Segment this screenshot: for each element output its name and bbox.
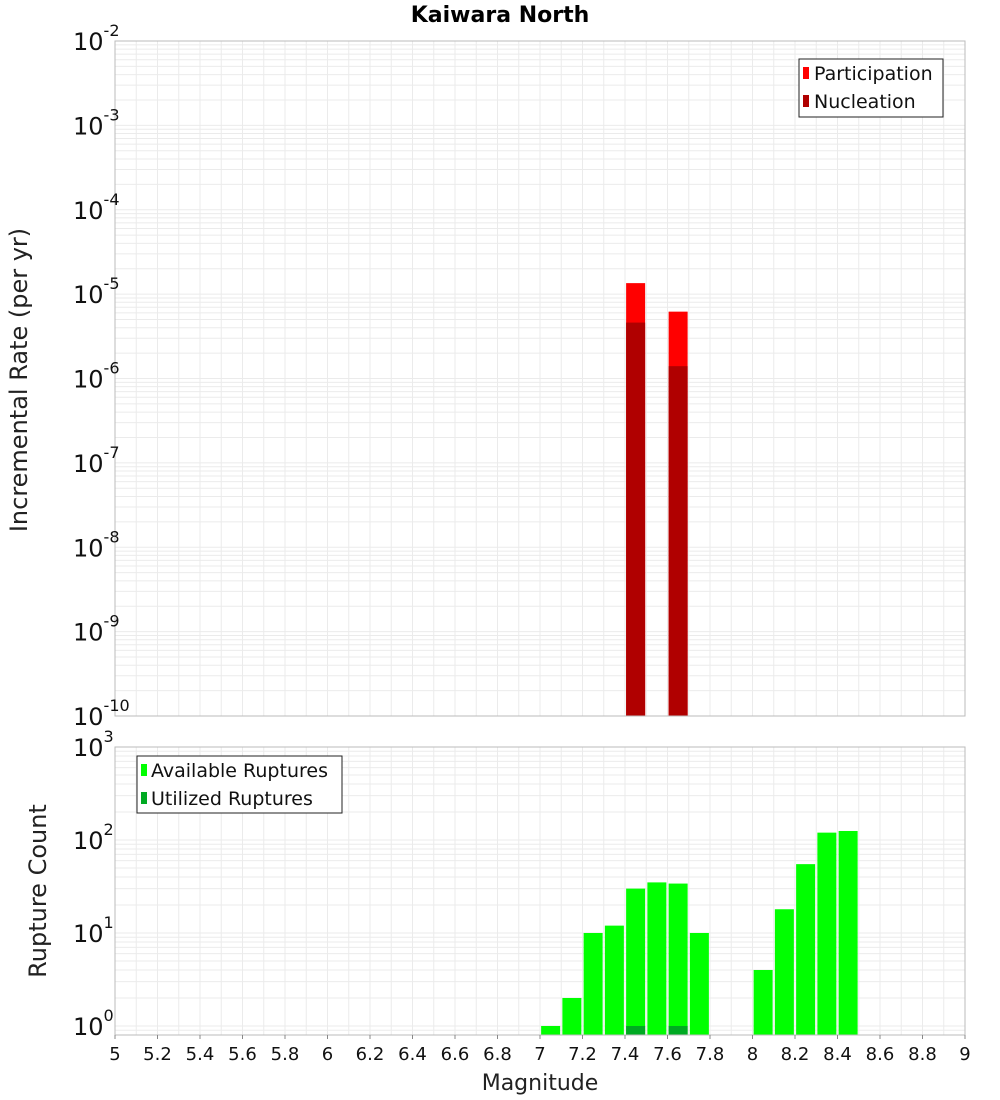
bottom-bar-available-ruptures — [838, 830, 858, 1035]
x-tick-label: 6.6 — [441, 1044, 470, 1065]
legend-label-available: Available Ruptures — [151, 760, 328, 782]
x-tick-label: 5.6 — [228, 1044, 257, 1065]
bottom-bar-available-ruptures — [668, 883, 688, 1035]
top-legend-box — [798, 58, 944, 118]
x-tick-label: 8.4 — [823, 1044, 852, 1065]
top-y-tick-label: 10-9 — [73, 612, 120, 647]
x-tick-label: 5.8 — [271, 1044, 300, 1065]
bottom-bar-utilized-ruptures — [626, 1025, 646, 1035]
top-y-tick-exponent: -4 — [104, 190, 120, 209]
top-y-tick-label: 10-3 — [73, 105, 120, 140]
bottom-y-tick-exponent: 0 — [104, 1006, 114, 1025]
x-tick-label: 6 — [322, 1044, 333, 1065]
top-y-tick-exponent: -8 — [104, 527, 120, 546]
legend-label-participation: Participation — [814, 63, 933, 85]
chart-title: Kaiwara North — [411, 3, 590, 28]
top-y-tick-exponent: -6 — [104, 359, 120, 378]
x-tick-label: 8.8 — [908, 1044, 937, 1065]
top-panel: 10-2 10-3 10-4 10-5 10-6 10-7 10-8 10-9 10-10 In… — [5, 21, 966, 731]
bottom-bar-available-ruptures — [774, 909, 794, 1035]
bottom-bar-available-ruptures — [604, 925, 624, 1035]
bottom-y-tick-label: 101 — [73, 913, 114, 948]
x-tick-label: 7 — [534, 1044, 545, 1065]
bottom-bar-available-ruptures — [647, 882, 667, 1035]
x-tick-label: 7.2 — [568, 1044, 597, 1065]
top-y-tick-label: 10-8 — [73, 527, 120, 562]
top-y-ticks: 10-2 10-3 10-4 10-5 10-6 10-7 10-8 10-9 10-10 — [73, 21, 130, 731]
top-y-tick-label: 10-7 — [73, 443, 120, 478]
x-tick-label: 7.8 — [696, 1044, 725, 1065]
top-y-tick-exponent: -5 — [104, 274, 120, 293]
top-y-tick-label: 10-10 — [73, 696, 130, 731]
x-tick-label: 8.6 — [866, 1044, 895, 1065]
legend-swatch-available — [141, 764, 147, 776]
x-tick-label: 8.2 — [781, 1044, 810, 1065]
x-tick-label: 5.2 — [143, 1044, 172, 1065]
bottom-y-tick-label: 102 — [73, 820, 114, 855]
bottom-bars — [541, 830, 858, 1035]
top-y-axis-label: Incremental Rate (per yr) — [5, 228, 33, 532]
top-legend: Participation Nucleation — [798, 58, 944, 118]
x-tick-label: 6.8 — [483, 1044, 512, 1065]
top-y-tick-label: 10-6 — [73, 359, 120, 394]
x-tick-label: 5 — [109, 1044, 120, 1065]
x-tick-label: 6.4 — [398, 1044, 427, 1065]
bottom-bar-available-ruptures — [626, 888, 646, 1035]
top-y-tick-label: 10-2 — [73, 21, 120, 56]
legend-swatch-nucleation — [803, 95, 809, 107]
bottom-bar-available-ruptures — [583, 932, 603, 1035]
bottom-bar-available-ruptures — [562, 997, 582, 1035]
top-y-tick-label: 10-4 — [73, 190, 120, 225]
x-tick-label: 5.4 — [186, 1044, 215, 1065]
bottom-x-ticks: 5 5.2 5.4 5.6 5.8 6 6.2 6.4 6.6 6.8 7 7.2 7.4 7.6 7.8 8… — [109, 1035, 971, 1065]
top-bar-nucleation — [626, 322, 646, 716]
bottom-legend-box — [136, 755, 343, 814]
bottom-bar-utilized-ruptures — [668, 1025, 688, 1035]
x-tick-label: 7.6 — [653, 1044, 682, 1065]
bottom-bar-available-ruptures — [753, 969, 773, 1035]
bottom-y-tick-label: 100 — [73, 1006, 114, 1041]
top-plot-frame — [114, 40, 966, 717]
x-axis-label: Magnitude — [482, 1071, 599, 1096]
bottom-bar-available-ruptures — [689, 932, 709, 1035]
top-bar-nucleation — [668, 366, 688, 716]
legend-label-nucleation: Nucleation — [814, 91, 916, 113]
legend-swatch-utilized — [141, 792, 147, 804]
top-y-tick-exponent: -2 — [104, 21, 120, 40]
x-tick-label: 9 — [959, 1044, 970, 1065]
x-tick-label: 8 — [747, 1044, 758, 1065]
bottom-bar-available-ruptures — [817, 832, 837, 1035]
top-y-tick-exponent: -7 — [104, 443, 120, 462]
top-y-tick-exponent: -10 — [104, 696, 130, 715]
bottom-y-tick-exponent: 3 — [104, 727, 114, 746]
bottom-y-tick-exponent: 2 — [104, 820, 114, 839]
bottom-bar-available-ruptures — [541, 1025, 561, 1035]
top-y-tick-exponent: -3 — [104, 105, 120, 124]
legend-label-utilized: Utilized Ruptures — [151, 788, 313, 810]
bottom-legend: Available Ruptures Utilized Ruptures — [136, 755, 343, 814]
top-bars — [626, 283, 688, 716]
top-grid — [114, 41, 966, 717]
x-tick-label: 7.4 — [611, 1044, 640, 1065]
top-y-tick-label: 10-5 — [73, 274, 120, 309]
x-tick-label: 6.2 — [356, 1044, 385, 1065]
bottom-y-axis-label: Rupture Count — [24, 804, 52, 978]
bottom-bar-available-ruptures — [796, 864, 816, 1035]
top-y-tick-exponent: -9 — [104, 612, 120, 631]
legend-swatch-participation — [803, 67, 809, 79]
bottom-y-tick-exponent: 1 — [104, 913, 114, 932]
bottom-y-tick-label: 103 — [73, 727, 114, 762]
